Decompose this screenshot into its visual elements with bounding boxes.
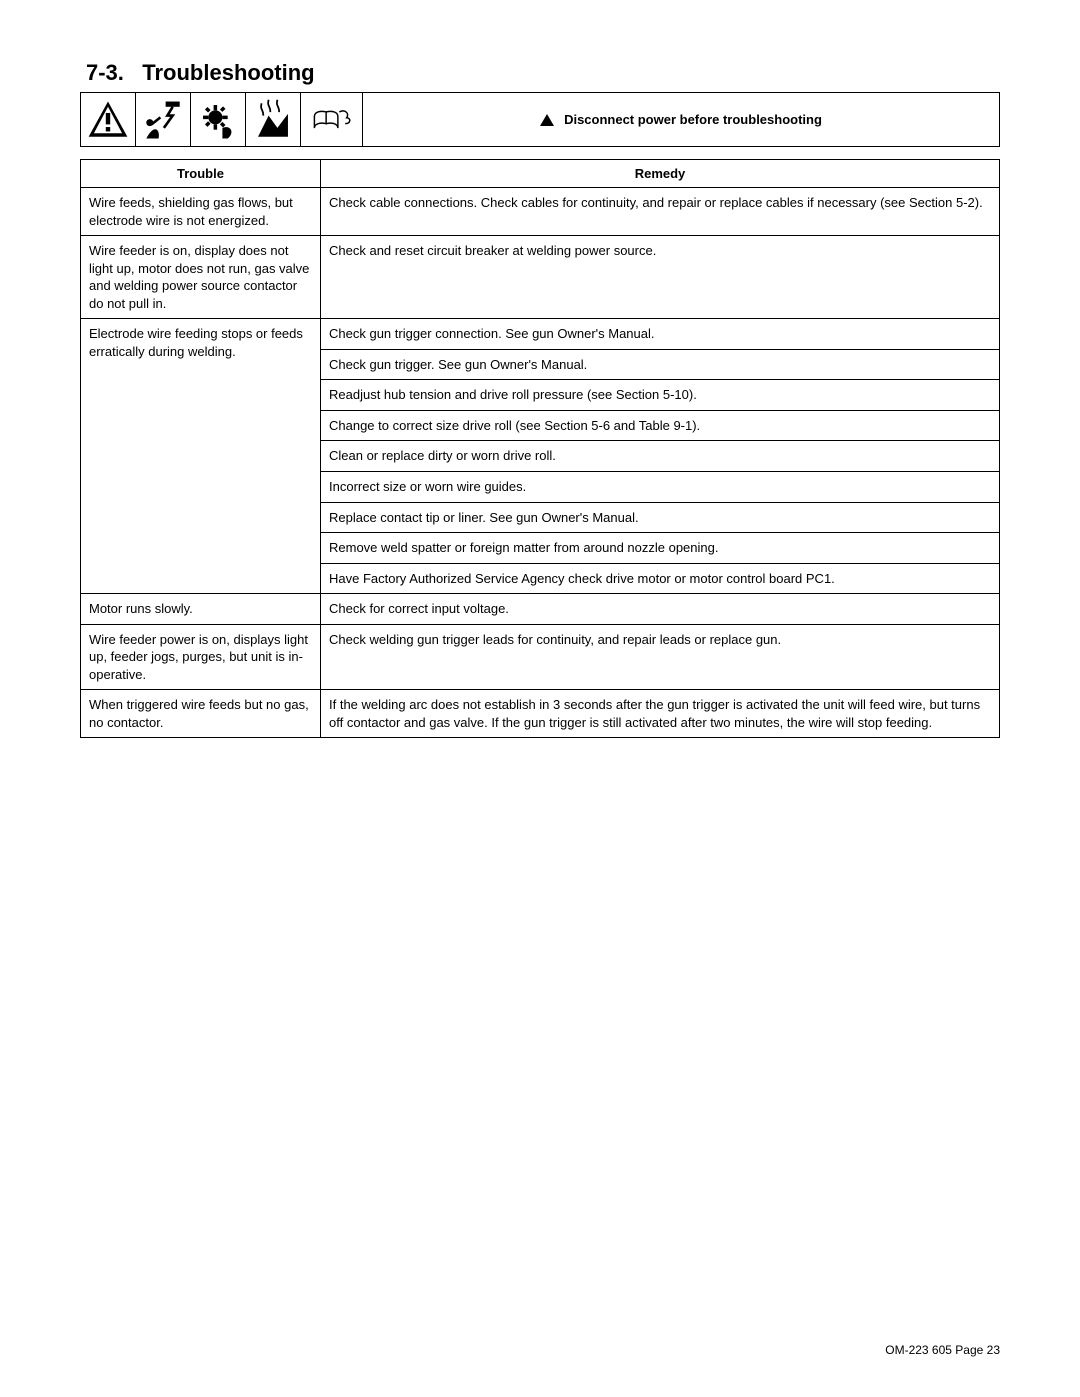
warning-bar: Disconnect power before troubleshooting bbox=[80, 92, 1000, 147]
warning-text: Disconnect power before troubleshooting bbox=[564, 112, 822, 127]
remedy-cell: Check gun trigger. See gun Owner's Manua… bbox=[321, 349, 1000, 380]
table-row: Motor runs slowly.Check for correct inpu… bbox=[81, 594, 1000, 625]
section-heading: 7-3. Troubleshooting bbox=[86, 60, 1000, 86]
remedy-cell: Incorrect size or worn wire guides. bbox=[321, 472, 1000, 503]
remedy-cell: Check and reset circuit breaker at weldi… bbox=[321, 236, 1000, 319]
trouble-cell: Wire feeds, shielding gas flows, but ele… bbox=[81, 188, 321, 236]
trouble-cell: Wire feeder power is on, displays light … bbox=[81, 624, 321, 690]
remedy-cell: Clean or replace dirty or worn drive rol… bbox=[321, 441, 1000, 472]
trouble-cell: Wire feeder is on, display does not ligh… bbox=[81, 236, 321, 319]
header-trouble: Trouble bbox=[81, 160, 321, 188]
remedy-cell: If the welding arc does not establish in… bbox=[321, 690, 1000, 738]
header-remedy: Remedy bbox=[321, 160, 1000, 188]
section-number: 7-3. bbox=[86, 60, 124, 85]
section-title-text: Troubleshooting bbox=[142, 60, 314, 85]
warning-text-cell: Disconnect power before troubleshooting bbox=[363, 93, 999, 146]
page-footer: OM-223 605 Page 23 bbox=[885, 1343, 1000, 1357]
trouble-cell: Motor runs slowly. bbox=[81, 594, 321, 625]
table-row: When triggered wire feeds but no gas, no… bbox=[81, 690, 1000, 738]
remedy-cell: Have Factory Authorized Service Agency c… bbox=[321, 563, 1000, 594]
remedy-cell: Check welding gun trigger leads for cont… bbox=[321, 624, 1000, 690]
electric-shock-icon bbox=[136, 93, 191, 146]
remedy-cell: Remove weld spatter or foreign matter fr… bbox=[321, 533, 1000, 564]
warning-triangle-icon bbox=[81, 93, 136, 146]
table-header-row: Trouble Remedy bbox=[81, 160, 1000, 188]
remedy-cell: Check gun trigger connection. See gun Ow… bbox=[321, 319, 1000, 350]
moving-parts-icon bbox=[191, 93, 246, 146]
remedy-cell: Check for correct input voltage. bbox=[321, 594, 1000, 625]
troubleshooting-table: Trouble Remedy Wire feeds, shielding gas… bbox=[80, 159, 1000, 738]
remedy-cell: Readjust hub tension and drive roll pres… bbox=[321, 380, 1000, 411]
table-row: Wire feeder is on, display does not ligh… bbox=[81, 236, 1000, 319]
read-manual-icon bbox=[301, 93, 363, 146]
hot-parts-icon bbox=[246, 93, 301, 146]
trouble-cell: When triggered wire feeds but no gas, no… bbox=[81, 690, 321, 738]
warning-marker-icon bbox=[540, 114, 554, 126]
remedy-cell: Change to correct size drive roll (see S… bbox=[321, 410, 1000, 441]
table-row: Wire feeder power is on, displays light … bbox=[81, 624, 1000, 690]
remedy-cell: Check cable connections. Check cables fo… bbox=[321, 188, 1000, 236]
trouble-cell: Electrode wire feeding stops or feeds er… bbox=[81, 319, 321, 594]
page: 7-3. Troubleshooting bbox=[0, 0, 1080, 1397]
table-row: Electrode wire feeding stops or feeds er… bbox=[81, 319, 1000, 350]
table-row: Wire feeds, shielding gas flows, but ele… bbox=[81, 188, 1000, 236]
remedy-cell: Replace contact tip or liner. See gun Ow… bbox=[321, 502, 1000, 533]
